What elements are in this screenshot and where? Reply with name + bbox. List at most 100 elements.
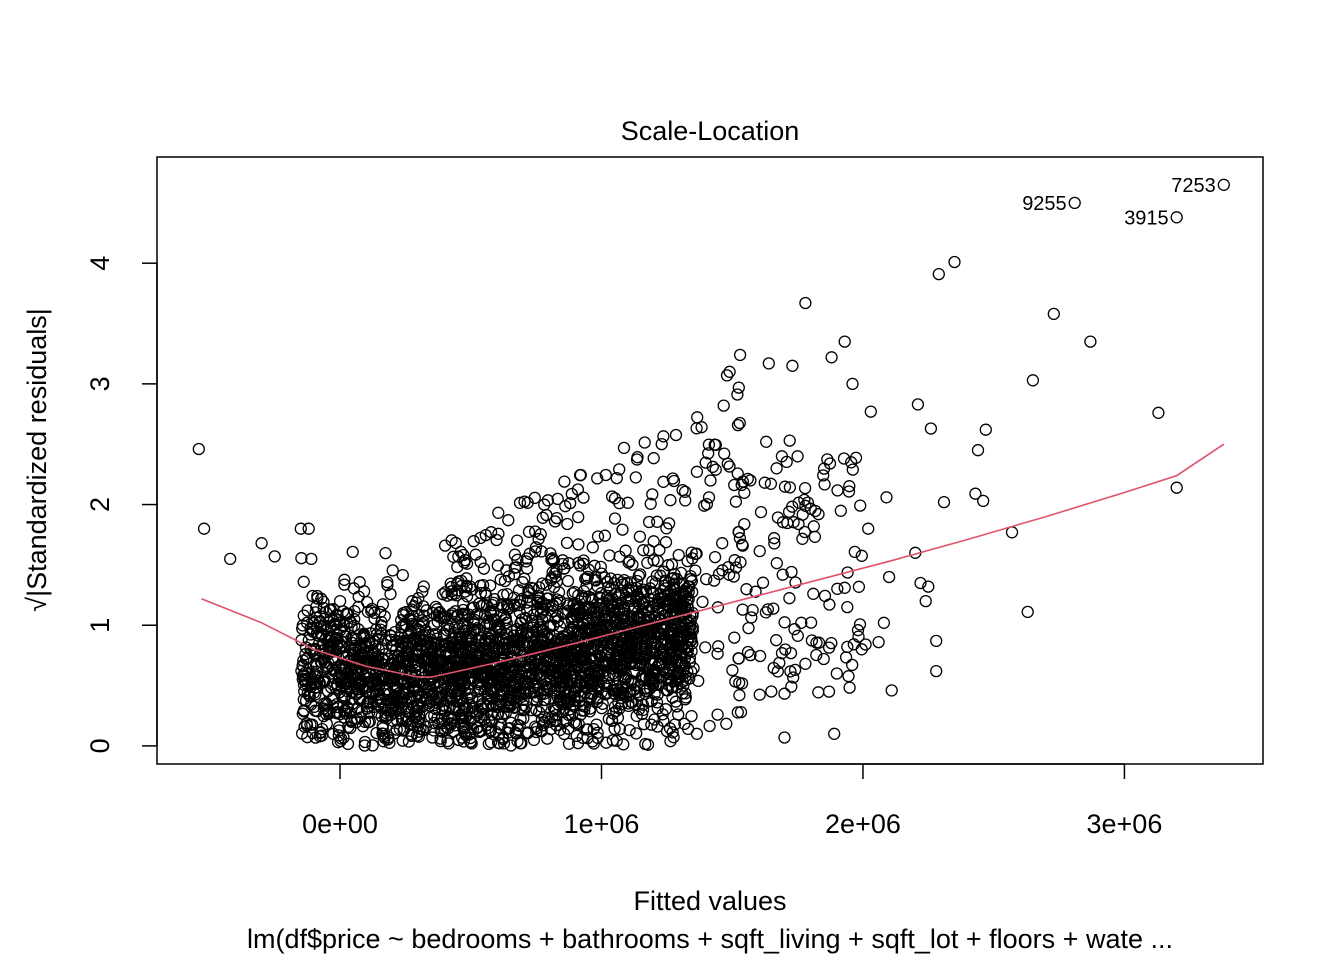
data-point: [403, 612, 416, 625]
data-point: [776, 568, 789, 581]
data-point: [667, 634, 680, 648]
data-point: [426, 731, 439, 744]
data-point: [651, 515, 664, 528]
data-point: [454, 545, 468, 558]
data-point: [622, 642, 635, 656]
data-point: [372, 632, 385, 645]
data-point: [320, 717, 333, 731]
data-point: [338, 573, 351, 586]
data-point: [749, 585, 762, 598]
data-point: [416, 700, 429, 714]
data-point: [634, 585, 648, 598]
data-point: [311, 674, 324, 687]
data-point: [846, 658, 859, 672]
data-point: [548, 684, 561, 697]
data-point: [922, 580, 935, 593]
data-point: [798, 481, 812, 495]
data-point: [441, 669, 454, 682]
data-point: [509, 726, 522, 739]
data-point: [461, 620, 474, 633]
data-point: [527, 608, 540, 621]
data-point: [767, 602, 780, 615]
data-point: [859, 638, 872, 651]
data-point: [708, 550, 722, 564]
data-point: [791, 450, 804, 463]
data-point: [768, 537, 781, 550]
data-point: [821, 453, 834, 466]
data-point: [565, 622, 578, 636]
data-point: [717, 399, 730, 412]
data-point: [838, 335, 851, 348]
data-point: [401, 649, 414, 662]
data-point: [722, 560, 735, 574]
data-point: [817, 469, 830, 482]
data-point: [486, 605, 500, 618]
data-point: [562, 641, 575, 654]
data-point: [979, 423, 992, 436]
data-point: [500, 564, 513, 577]
data-point: [322, 657, 335, 670]
data-point: [644, 671, 658, 684]
data-point: [778, 480, 792, 493]
data-point: [497, 737, 511, 750]
data-point: [598, 571, 611, 584]
data-point: [732, 381, 745, 394]
data-point: [439, 639, 452, 652]
data-point: [438, 723, 452, 737]
data-point: [610, 471, 623, 485]
data-point: [294, 522, 307, 535]
data-point: [550, 563, 563, 576]
data-point: [1084, 335, 1097, 348]
data-point: [358, 739, 371, 752]
data-point: [471, 721, 484, 735]
data-point: [492, 707, 505, 720]
data-point: [498, 666, 511, 679]
data-point: [770, 634, 783, 647]
data-point: [460, 572, 473, 585]
data-point: [795, 616, 808, 629]
data-point: [535, 636, 549, 649]
y-tick-label: 3: [85, 376, 115, 391]
data-point: [518, 495, 531, 508]
data-point: [731, 467, 744, 480]
data-point: [598, 603, 611, 616]
data-point: [672, 548, 685, 562]
data-point: [843, 480, 856, 493]
data-point: [301, 604, 314, 617]
data-point: [307, 686, 321, 699]
data-point: [537, 603, 550, 616]
data-point: [700, 497, 714, 511]
data-point: [555, 694, 568, 707]
data-point: [732, 525, 745, 539]
data-point: [495, 641, 509, 655]
data-point: [530, 694, 544, 707]
data-point: [381, 576, 394, 589]
data-point: [807, 587, 820, 600]
data-point: [616, 660, 629, 674]
data-point: [742, 621, 755, 635]
data-point: [395, 693, 408, 706]
data-point: [734, 556, 747, 569]
data-point: [427, 693, 440, 706]
data-point: [608, 687, 621, 701]
data-point: [542, 646, 555, 659]
data-point: [637, 717, 651, 731]
data-point: [818, 478, 831, 491]
data-point: [530, 725, 543, 739]
data-point: [669, 600, 682, 613]
data-point: [397, 686, 410, 699]
data-point: [687, 662, 700, 675]
data-point: [587, 618, 600, 632]
data-point: [340, 660, 353, 674]
data-point: [616, 523, 629, 536]
data-point: [644, 497, 657, 510]
data-point: [762, 357, 775, 370]
data-point: [855, 549, 868, 562]
data-point: [744, 474, 757, 487]
model-formula-subtitle: lm(df$price ~ bedrooms + bathrooms + sqf…: [247, 924, 1173, 954]
data-point: [439, 645, 452, 659]
data-point: [783, 481, 797, 494]
data-point: [406, 614, 419, 627]
data-point: [630, 709, 643, 723]
data-point: [375, 710, 388, 723]
